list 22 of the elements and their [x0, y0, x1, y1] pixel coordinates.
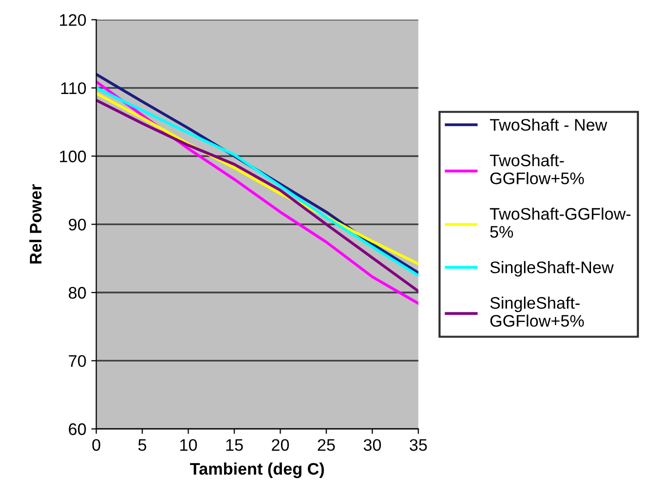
legend-label: TwoShaft - New [490, 118, 608, 131]
legend-label: TwoShaft-GGFlow- 5% [490, 208, 630, 238]
y-tick-label: 100 [60, 150, 86, 162]
x-tick-label: 0 [92, 439, 100, 451]
y-tick-label: 120 [60, 14, 86, 26]
y-axis-title: Rel Power [29, 184, 42, 264]
legend-label: SingleShaft- GGFlow+5% [490, 296, 584, 327]
x-tick-label: 20 [272, 439, 289, 451]
x-tick-label: 15 [226, 439, 243, 451]
y-tick-label: 70 [68, 355, 86, 367]
x-axis-title: Tambient (deg C) [190, 462, 324, 478]
x-tick-label: 10 [180, 439, 197, 451]
legend-label: TwoShaft- GGFlow+5% [490, 154, 584, 184]
x-tick-label: 30 [364, 439, 381, 451]
x-tick-label: 35 [410, 439, 427, 451]
y-tick-label: 60 [68, 423, 86, 436]
legend-label: SingleShaft-New [490, 261, 614, 277]
y-tick-label: 80 [68, 286, 86, 299]
x-tick-label: 5 [138, 439, 146, 451]
y-tick-label: 110 [61, 82, 86, 94]
x-tick-label: 25 [318, 439, 335, 451]
y-tick-label: 90 [68, 218, 86, 231]
